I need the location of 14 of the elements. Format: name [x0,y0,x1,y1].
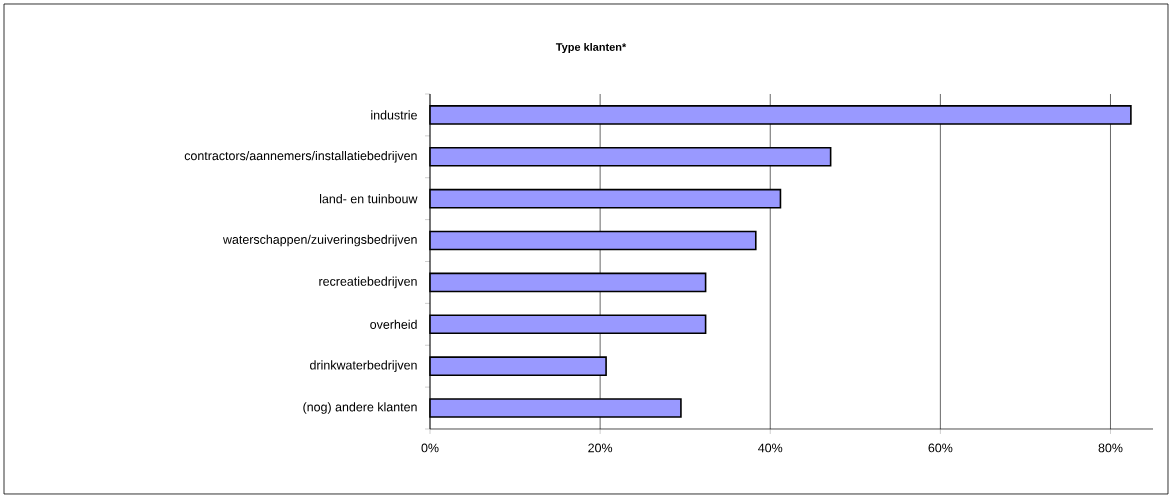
x-tick-label: 60% [928,443,953,453]
y-tick-label: contractors/aannemers/installatiebedrijven [184,150,417,163]
y-tick-label: (nog) andere klanten [303,402,417,414]
y-tick-label: industrie [371,110,417,120]
x-tick-label: 20% [588,443,613,453]
x-tick-label: 40% [758,443,783,453]
y-tick-label: land- en tuinbouw [320,194,418,204]
y-tick-label: waterschappen/zuiveringsbedrijven [222,234,417,247]
y-tick-label: recreatiebedrijven [319,276,417,289]
y-tick-label: drinkwaterbedrijven [310,360,417,372]
y-tick-label: overheid [370,319,417,329]
chart-title: Type klanten* [555,42,627,54]
x-tick-label: 80% [1098,443,1123,453]
x-tick-label: 0% [421,443,439,453]
